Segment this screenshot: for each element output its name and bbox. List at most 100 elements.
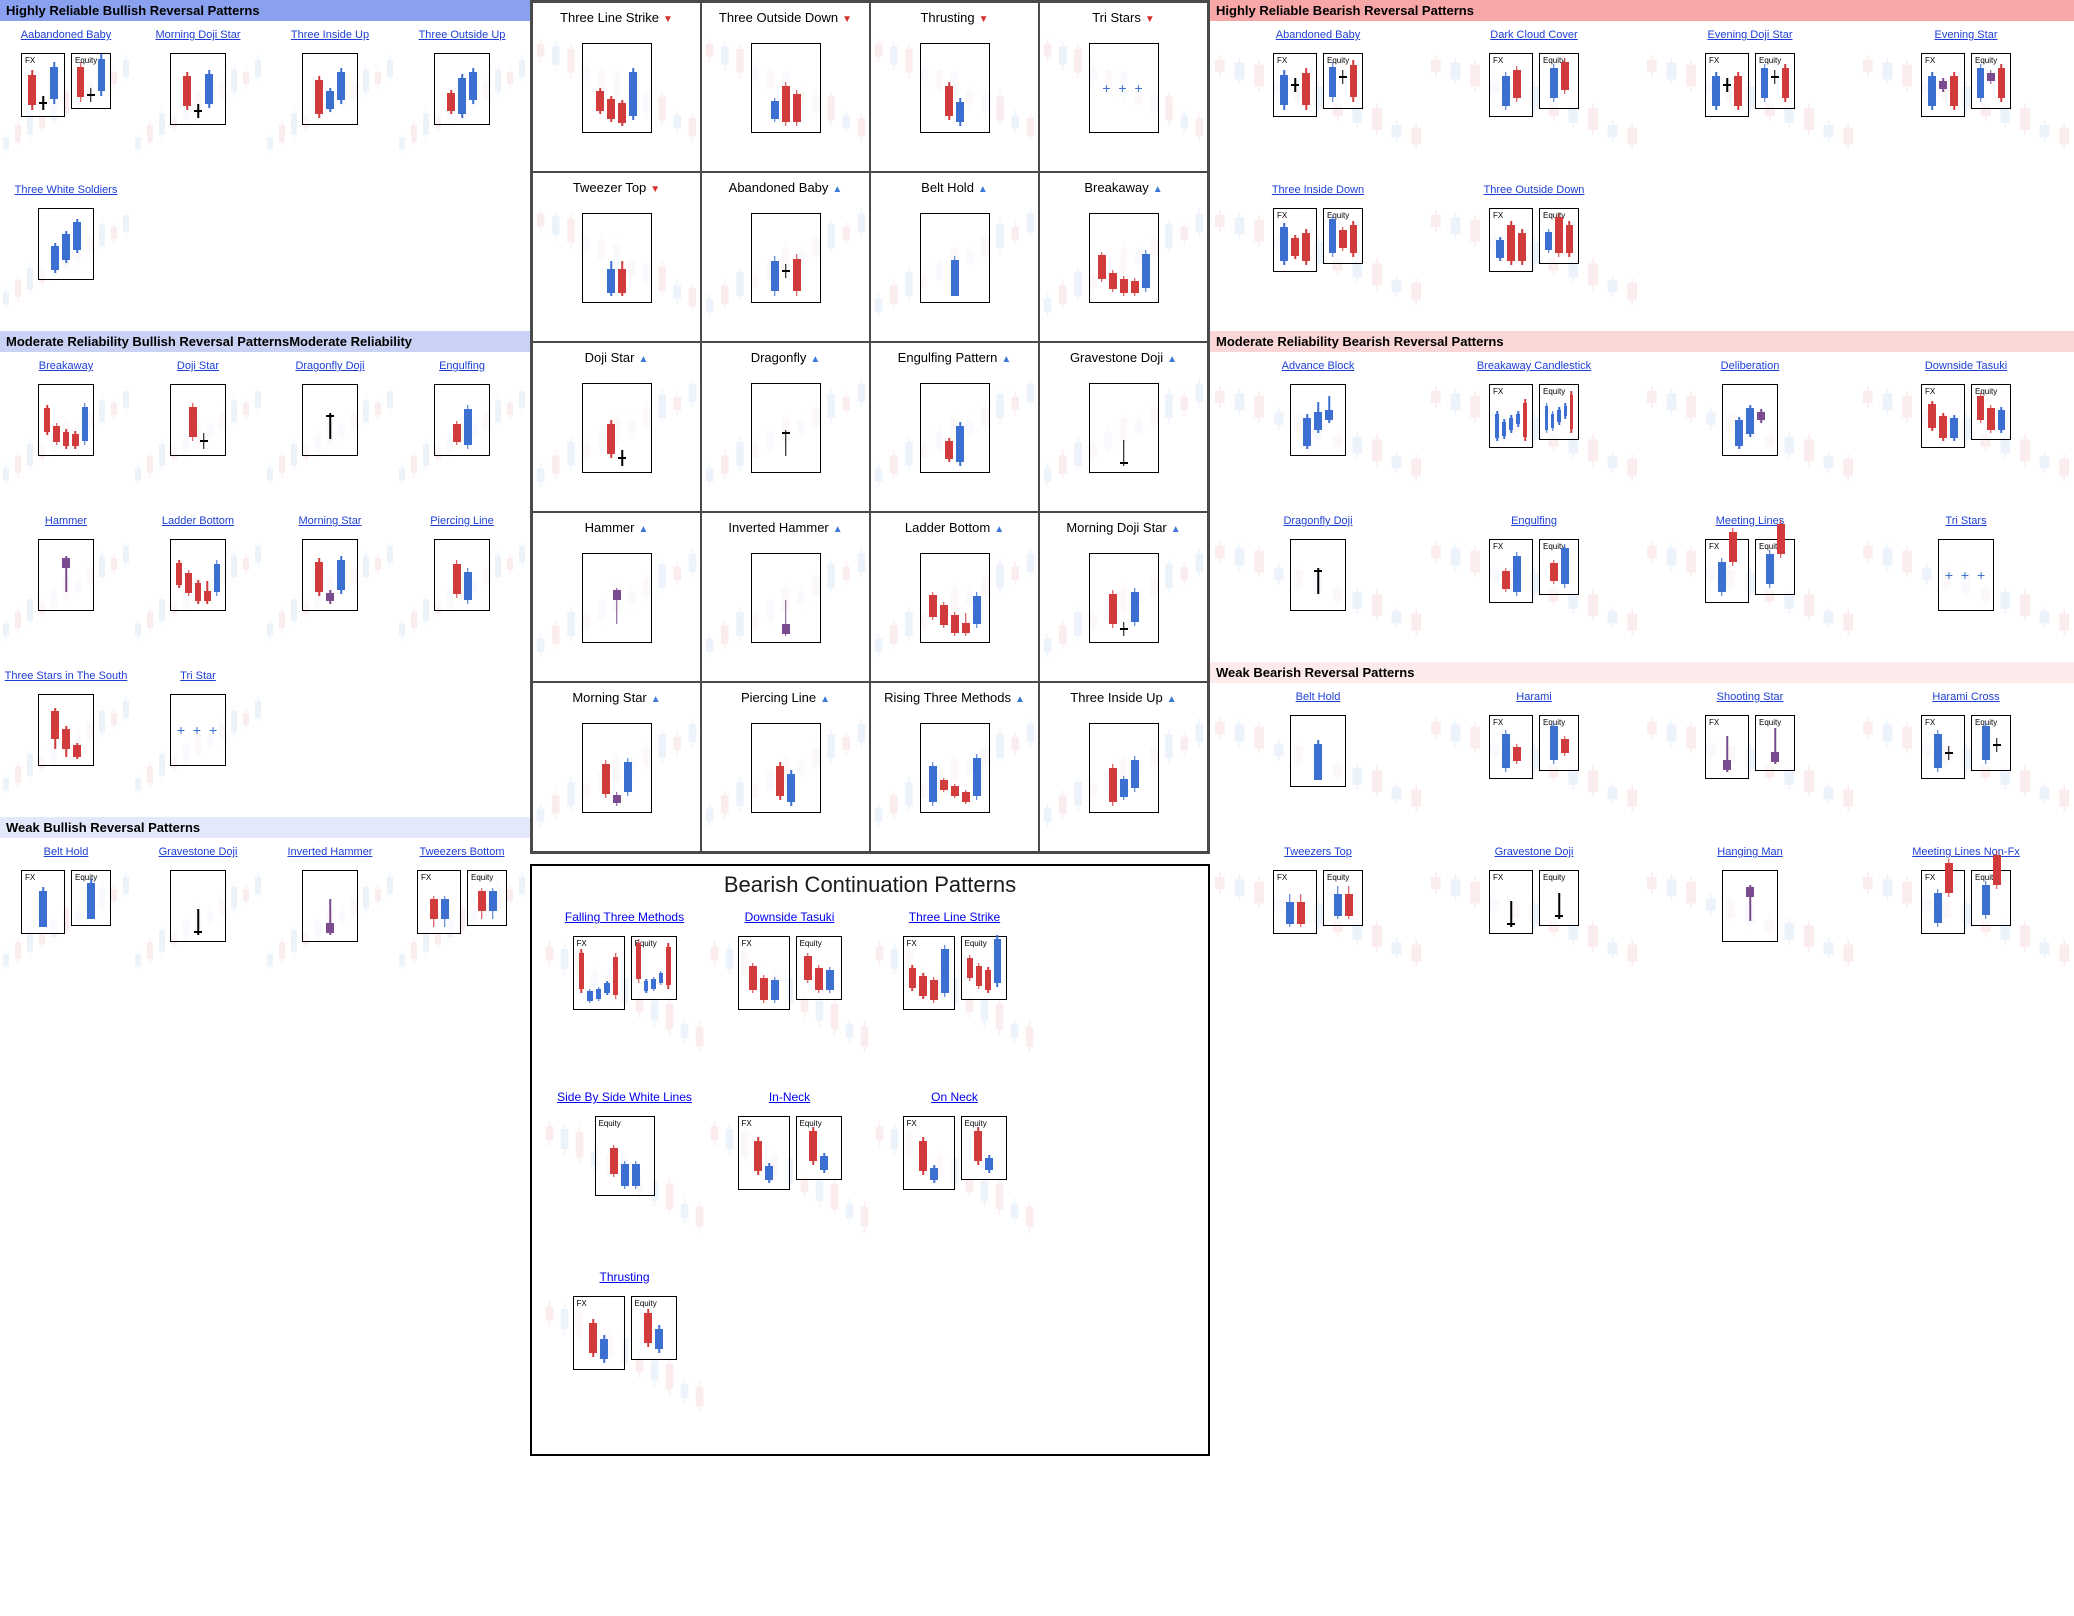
box-label: FX — [742, 1119, 752, 1128]
pattern-link[interactable]: Three Inside Down — [1272, 184, 1364, 196]
pattern-link[interactable]: Shooting Star — [1717, 691, 1784, 703]
box-label: Equity — [1543, 387, 1565, 396]
box-label: FX — [1925, 718, 1935, 727]
pattern-link[interactable]: Harami Cross — [1932, 691, 1999, 703]
pattern-link[interactable]: Three Outside Down — [1484, 184, 1585, 196]
pattern-cell: Tri Star+ + + — [132, 662, 264, 817]
pattern-link[interactable]: Three Line Strike — [909, 910, 1000, 924]
pattern-box: FX — [21, 870, 65, 934]
pattern-link[interactable]: Deliberation — [1721, 360, 1780, 372]
pattern-link[interactable]: Harami — [1516, 691, 1551, 703]
doji-cross-icon: + + + — [1102, 80, 1144, 96]
pattern-link[interactable]: Aabandoned Baby — [21, 29, 112, 41]
pattern-link[interactable]: Evening Star — [1935, 29, 1998, 41]
pattern-link[interactable]: Meeting Lines Non-Fx — [1912, 846, 2020, 858]
pattern-link[interactable]: Tweezers Top — [1284, 846, 1352, 858]
box-label: FX — [1493, 211, 1503, 220]
pattern-link[interactable]: Meeting Lines — [1716, 515, 1785, 527]
pattern-link[interactable]: Advance Block — [1282, 360, 1355, 372]
pattern-link[interactable]: Thrusting — [599, 1270, 649, 1284]
pattern-box — [1290, 539, 1346, 611]
pattern-link[interactable]: Falling Three Methods — [565, 910, 684, 924]
pattern-link[interactable]: On Neck — [931, 1090, 978, 1104]
pattern-link[interactable]: Three Outside Up — [419, 29, 506, 41]
pattern-cell: Three Inside Up — [264, 21, 396, 176]
pattern-link[interactable]: Inverted Hammer — [288, 846, 373, 858]
pattern-box — [170, 384, 226, 456]
pattern-link[interactable]: Ladder Bottom — [162, 515, 234, 527]
pattern-link[interactable]: Gravestone Doji — [159, 846, 238, 858]
pattern-box — [38, 208, 94, 280]
mid-title: Piercing Line — [741, 690, 830, 705]
pattern-link[interactable]: Downside Tasuki — [745, 910, 835, 924]
pattern-box: Equity — [1323, 53, 1363, 109]
pattern-link[interactable]: Hanging Man — [1717, 846, 1782, 858]
pattern-cell: EngulfingFXEquity — [1426, 507, 1642, 662]
pattern-cell: Breakaway CandlestickFXEquity — [1426, 352, 1642, 507]
pattern-link[interactable]: Belt Hold — [1296, 691, 1341, 703]
pattern-link[interactable]: In-Neck — [769, 1090, 810, 1104]
pattern-box: Equity — [71, 870, 111, 926]
pattern-box — [1290, 384, 1346, 456]
pattern-box: Equity — [1539, 208, 1579, 264]
pattern-box — [582, 213, 652, 303]
bc-cell: Three Line StrikeFXEquity — [872, 904, 1037, 1084]
pattern-link[interactable]: Piercing Line — [430, 515, 494, 527]
pattern-box: Equity — [1755, 539, 1795, 595]
pattern-box: Equity — [1971, 715, 2011, 771]
pattern-box: Equity — [1539, 53, 1579, 109]
bc-cell: On NeckFXEquity — [872, 1084, 1037, 1264]
pattern-box: Equity — [1539, 384, 1579, 440]
pattern-link[interactable]: Engulfing — [439, 360, 485, 372]
box-label: Equity — [599, 1119, 621, 1128]
pattern-cell: Three White Soldiers — [0, 176, 132, 331]
box-label: FX — [577, 1299, 587, 1308]
pattern-link[interactable]: Dragonfly Doji — [295, 360, 364, 372]
pattern-link[interactable]: Engulfing — [1511, 515, 1557, 527]
mid-title: Ladder Bottom — [905, 520, 1004, 535]
pattern-box: Equity — [1539, 715, 1579, 771]
pattern-link[interactable]: Dragonfly Doji — [1283, 515, 1352, 527]
pattern-link[interactable]: Morning Doji Star — [156, 29, 241, 41]
pattern-box: FX — [1921, 384, 1965, 448]
pattern-link[interactable]: Belt Hold — [44, 846, 89, 858]
pattern-box — [920, 213, 990, 303]
pattern-cell: Inverted Hammer — [264, 838, 396, 993]
right-mod-header: Moderate Reliability Bearish Reversal Pa… — [1210, 331, 2074, 352]
left-mod-grid: Breakaway Doji Star Dragonfly Doji Engulfin… — [0, 352, 530, 817]
pattern-link[interactable]: Gravestone Doji — [1495, 846, 1574, 858]
box-label: FX — [1925, 873, 1935, 882]
pattern-link[interactable]: Tri Star — [180, 670, 216, 682]
pattern-box — [302, 539, 358, 611]
pattern-box: FX — [1489, 539, 1533, 603]
pattern-link[interactable]: Dark Cloud Cover — [1490, 29, 1577, 41]
mid-cell: Three Line Strike — [532, 2, 701, 172]
pattern-link[interactable]: Tweezers Bottom — [420, 846, 505, 858]
pattern-link[interactable]: Side By Side White Lines — [557, 1090, 692, 1104]
mid-title: Dragonfly — [751, 350, 821, 365]
pattern-link[interactable]: Tri Stars — [1945, 515, 1986, 527]
pattern-link[interactable]: Downside Tasuki — [1925, 360, 2007, 372]
pattern-cell: Tweezers TopFXEquity — [1210, 838, 1426, 993]
pattern-link[interactable]: Three Stars in The South — [5, 670, 128, 682]
mid-cell: Breakaway — [1039, 172, 1208, 342]
mid-cell: Three Outside Down — [701, 2, 870, 172]
pattern-box — [434, 384, 490, 456]
pattern-link[interactable]: Breakaway — [39, 360, 93, 372]
pattern-box: Equity — [796, 936, 842, 1000]
pattern-link[interactable]: Abandoned Baby — [1276, 29, 1360, 41]
bc-cell: In-NeckFXEquity — [707, 1084, 872, 1264]
pattern-cell: HaramiFXEquity — [1426, 683, 1642, 838]
pattern-link[interactable]: Morning Star — [299, 515, 362, 527]
pattern-link[interactable]: Three White Soldiers — [15, 184, 118, 196]
pattern-box — [434, 539, 490, 611]
box-label: Equity — [965, 939, 987, 948]
pattern-box: FX — [1705, 53, 1749, 117]
pattern-link[interactable]: Three Inside Up — [291, 29, 369, 41]
pattern-link[interactable]: Doji Star — [177, 360, 219, 372]
pattern-cell: Downside TasukiFXEquity — [1858, 352, 2074, 507]
pattern-link[interactable]: Evening Doji Star — [1708, 29, 1793, 41]
pattern-link[interactable]: Hammer — [45, 515, 87, 527]
pattern-cell: Aabandoned BabyFXEquity — [0, 21, 132, 176]
pattern-link[interactable]: Breakaway Candlestick — [1477, 360, 1591, 372]
